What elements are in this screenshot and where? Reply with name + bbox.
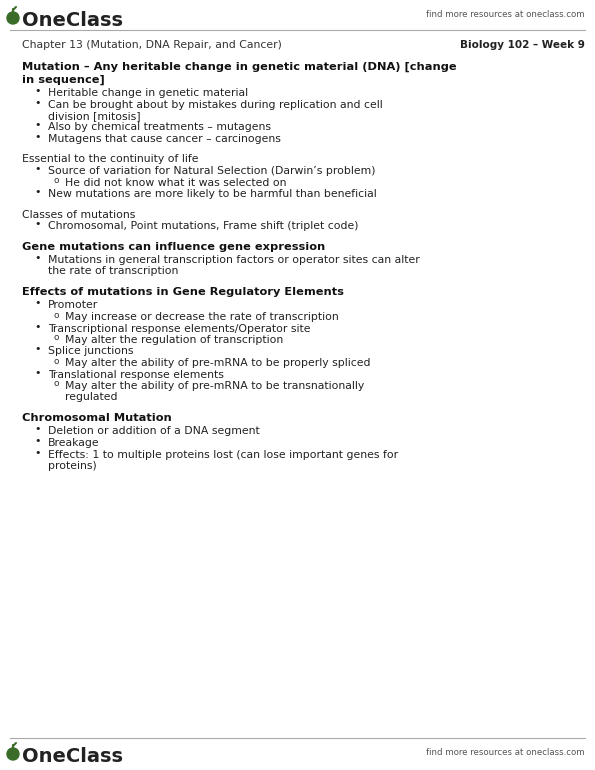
Text: •: • bbox=[35, 187, 41, 197]
Text: Gene mutations can influence gene expression: Gene mutations can influence gene expres… bbox=[22, 242, 325, 252]
Text: •: • bbox=[35, 132, 41, 142]
Text: the rate of transcription: the rate of transcription bbox=[48, 266, 178, 276]
Text: Effects of mutations in Gene Regulatory Elements: Effects of mutations in Gene Regulatory … bbox=[22, 287, 344, 297]
Text: Chapter 13 (Mutation, DNA Repair, and Cancer): Chapter 13 (Mutation, DNA Repair, and Ca… bbox=[22, 40, 282, 50]
Text: Promoter: Promoter bbox=[48, 300, 98, 310]
Text: Biology 102 – Week 9: Biology 102 – Week 9 bbox=[460, 40, 585, 50]
Circle shape bbox=[7, 12, 19, 24]
Text: •: • bbox=[35, 253, 41, 263]
Text: •: • bbox=[35, 219, 41, 229]
Text: Source of variation for Natural Selection (Darwin’s problem): Source of variation for Natural Selectio… bbox=[48, 166, 375, 176]
Text: May alter the regulation of transcription: May alter the regulation of transcriptio… bbox=[65, 335, 283, 345]
Text: Breakage: Breakage bbox=[48, 438, 99, 448]
Text: •: • bbox=[35, 436, 41, 446]
Text: •: • bbox=[35, 424, 41, 434]
Text: in sequence]: in sequence] bbox=[22, 75, 105, 85]
Text: o: o bbox=[53, 333, 59, 343]
Text: OneClass: OneClass bbox=[22, 747, 123, 766]
Text: o: o bbox=[53, 176, 59, 185]
Text: •: • bbox=[35, 164, 41, 174]
Text: Effects: 1 to multiple proteins lost (can lose important genes for: Effects: 1 to multiple proteins lost (ca… bbox=[48, 450, 398, 460]
Text: Transcriptional response elements/Operator site: Transcriptional response elements/Operat… bbox=[48, 323, 311, 333]
Text: May alter the ability of pre-mRNA to be transnationally: May alter the ability of pre-mRNA to be … bbox=[65, 381, 364, 391]
Text: Chromosomal, Point mutations, Frame shift (triplet code): Chromosomal, Point mutations, Frame shif… bbox=[48, 221, 359, 231]
Text: May alter the ability of pre-mRNA to be properly spliced: May alter the ability of pre-mRNA to be … bbox=[65, 358, 371, 368]
Text: Classes of mutations: Classes of mutations bbox=[22, 209, 136, 219]
Text: Deletion or addition of a DNA segment: Deletion or addition of a DNA segment bbox=[48, 427, 260, 437]
Text: •: • bbox=[35, 299, 41, 309]
Text: •: • bbox=[35, 344, 41, 354]
Text: Also by chemical treatments – mutagens: Also by chemical treatments – mutagens bbox=[48, 122, 271, 132]
Text: OneClass: OneClass bbox=[22, 11, 123, 30]
Circle shape bbox=[7, 748, 19, 760]
Text: •: • bbox=[35, 86, 41, 96]
Text: Heritable change in genetic material: Heritable change in genetic material bbox=[48, 88, 248, 98]
Text: find more resources at oneclass.com: find more resources at oneclass.com bbox=[427, 10, 585, 19]
Text: o: o bbox=[53, 357, 59, 366]
Text: find more resources at oneclass.com: find more resources at oneclass.com bbox=[427, 748, 585, 757]
Text: Can be brought about by mistakes during replication and cell: Can be brought about by mistakes during … bbox=[48, 99, 383, 109]
Text: May increase or decrease the rate of transcription: May increase or decrease the rate of tra… bbox=[65, 312, 339, 322]
Text: Splice junctions: Splice junctions bbox=[48, 346, 133, 357]
Text: New mutations are more likely to be harmful than beneficial: New mutations are more likely to be harm… bbox=[48, 189, 377, 199]
Text: regulated: regulated bbox=[65, 393, 117, 403]
Text: division [mitosis]: division [mitosis] bbox=[48, 111, 140, 121]
Text: •: • bbox=[35, 447, 41, 457]
Text: o: o bbox=[53, 310, 59, 320]
Text: •: • bbox=[35, 98, 41, 108]
Text: Chromosomal Mutation: Chromosomal Mutation bbox=[22, 413, 172, 423]
Text: proteins): proteins) bbox=[48, 461, 97, 471]
Text: o: o bbox=[53, 380, 59, 389]
Text: Mutations in general transcription factors or operator sites can alter: Mutations in general transcription facto… bbox=[48, 255, 419, 265]
Text: Translational response elements: Translational response elements bbox=[48, 370, 224, 380]
Text: •: • bbox=[35, 367, 41, 377]
Text: Essential to the continuity of life: Essential to the continuity of life bbox=[22, 155, 199, 165]
Text: Mutation – Any heritable change in genetic material (DNA) [change: Mutation – Any heritable change in genet… bbox=[22, 62, 456, 72]
Text: •: • bbox=[35, 120, 41, 130]
Text: Mutagens that cause cancer – carcinogens: Mutagens that cause cancer – carcinogens bbox=[48, 134, 281, 144]
Text: He did not know what it was selected on: He did not know what it was selected on bbox=[65, 178, 287, 188]
Text: •: • bbox=[35, 322, 41, 332]
